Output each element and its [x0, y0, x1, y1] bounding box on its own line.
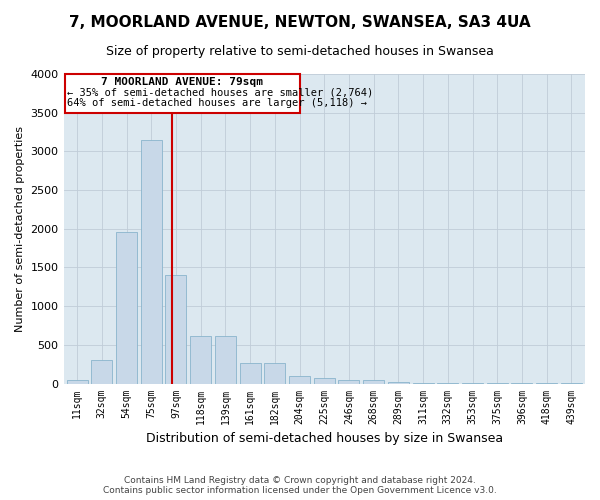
Bar [363, 380, 384, 384]
X-axis label: Distribution of semi-detached houses by size in Swansea: Distribution of semi-detached houses by … [146, 432, 503, 445]
FancyBboxPatch shape [65, 74, 299, 114]
Bar [289, 376, 310, 384]
Text: Size of property relative to semi-detached houses in Swansea: Size of property relative to semi-detach… [106, 45, 494, 58]
Y-axis label: Number of semi-detached properties: Number of semi-detached properties [15, 126, 25, 332]
Bar [388, 382, 409, 384]
Bar [413, 383, 434, 384]
Bar [91, 360, 112, 384]
Bar [239, 362, 260, 384]
Bar [215, 336, 236, 384]
Bar [141, 140, 162, 384]
Text: 64% of semi-detached houses are larger (5,118) →: 64% of semi-detached houses are larger (… [67, 98, 367, 108]
Bar [116, 232, 137, 384]
Text: 7 MOORLAND AVENUE: 79sqm: 7 MOORLAND AVENUE: 79sqm [101, 77, 263, 87]
Text: ← 35% of semi-detached houses are smaller (2,764): ← 35% of semi-detached houses are smalle… [67, 88, 373, 98]
Bar [338, 380, 359, 384]
Bar [166, 275, 187, 384]
Text: Contains HM Land Registry data © Crown copyright and database right 2024.
Contai: Contains HM Land Registry data © Crown c… [103, 476, 497, 495]
Bar [67, 380, 88, 384]
Bar [190, 336, 211, 384]
Bar [314, 378, 335, 384]
Bar [265, 362, 286, 384]
Text: 7, MOORLAND AVENUE, NEWTON, SWANSEA, SA3 4UA: 7, MOORLAND AVENUE, NEWTON, SWANSEA, SA3… [69, 15, 531, 30]
